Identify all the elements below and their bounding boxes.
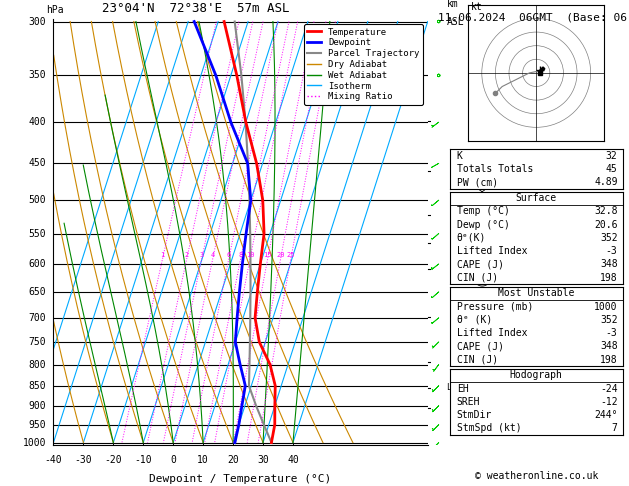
Text: 6: 6 (437, 209, 443, 220)
Text: Most Unstable: Most Unstable (498, 288, 574, 298)
Text: Lifted Index: Lifted Index (457, 328, 527, 338)
Text: 20.6: 20.6 (594, 220, 618, 230)
Text: θᵉ (K): θᵉ (K) (457, 315, 492, 325)
Text: PW (cm): PW (cm) (457, 177, 498, 188)
Text: 4: 4 (211, 252, 215, 258)
Text: hPa: hPa (46, 5, 64, 15)
Text: Totals Totals: Totals Totals (457, 164, 533, 174)
Text: 20: 20 (277, 252, 285, 258)
Text: 25: 25 (287, 252, 295, 258)
Text: 750: 750 (28, 337, 46, 347)
Text: 3: 3 (200, 252, 204, 258)
Text: 1: 1 (160, 252, 165, 258)
Text: 40: 40 (287, 455, 299, 465)
Text: 8: 8 (437, 116, 443, 126)
Text: SREH: SREH (457, 397, 480, 407)
Text: © weatheronline.co.uk: © weatheronline.co.uk (474, 471, 598, 481)
Text: 32: 32 (606, 151, 618, 161)
Text: 900: 900 (28, 401, 46, 411)
Text: 1000: 1000 (23, 437, 46, 448)
Text: K: K (457, 151, 462, 161)
Text: 348: 348 (600, 260, 618, 269)
Text: CAPE (J): CAPE (J) (457, 260, 504, 269)
Text: 400: 400 (28, 117, 46, 127)
Text: 550: 550 (28, 228, 46, 239)
Text: 244°: 244° (594, 410, 618, 420)
Text: EH: EH (457, 383, 469, 394)
Text: CIN (J): CIN (J) (457, 355, 498, 364)
Text: Temp (°C): Temp (°C) (457, 207, 509, 216)
Text: 348: 348 (600, 341, 618, 351)
Text: kt: kt (471, 2, 482, 12)
Text: 6: 6 (227, 252, 231, 258)
Text: 4: 4 (437, 263, 443, 274)
Text: 198: 198 (600, 355, 618, 364)
Text: -20: -20 (104, 455, 122, 465)
Text: 600: 600 (28, 259, 46, 269)
Text: 45: 45 (606, 164, 618, 174)
Text: 20: 20 (227, 455, 239, 465)
Text: 1: 1 (437, 403, 443, 414)
Text: ASL: ASL (447, 17, 464, 27)
Legend: Temperature, Dewpoint, Parcel Trajectory, Dry Adiabat, Wet Adiabat, Isotherm, Mi: Temperature, Dewpoint, Parcel Trajectory… (304, 24, 423, 105)
Text: 30: 30 (257, 455, 269, 465)
Text: -3: -3 (606, 328, 618, 338)
Text: 352: 352 (600, 315, 618, 325)
Text: 7: 7 (611, 423, 618, 434)
Text: StmDir: StmDir (457, 410, 492, 420)
Text: -24: -24 (600, 383, 618, 394)
Text: Hodograph: Hodograph (509, 370, 563, 381)
Text: 7: 7 (437, 166, 443, 176)
Text: 0: 0 (170, 455, 176, 465)
Text: -3: -3 (606, 246, 618, 256)
Text: 10: 10 (198, 455, 209, 465)
Text: 5: 5 (437, 238, 443, 248)
Text: StmSpd (kt): StmSpd (kt) (457, 423, 521, 434)
Text: CIN (J): CIN (J) (457, 273, 498, 283)
Text: 32.8: 32.8 (594, 207, 618, 216)
Text: 15: 15 (264, 252, 272, 258)
Text: Mixing Ratio (g/kg): Mixing Ratio (g/kg) (476, 176, 486, 288)
Text: -30: -30 (75, 455, 92, 465)
Text: 3: 3 (437, 312, 443, 322)
Text: 500: 500 (28, 195, 46, 205)
Text: Surface: Surface (516, 193, 557, 203)
Text: Lifted Index: Lifted Index (457, 246, 527, 256)
Text: 23°04'N  72°38'E  57m ASL: 23°04'N 72°38'E 57m ASL (102, 2, 289, 15)
Text: 300: 300 (28, 17, 46, 27)
Text: 11.06.2024  06GMT  (Base: 06): 11.06.2024 06GMT (Base: 06) (438, 12, 629, 22)
Text: 650: 650 (28, 287, 46, 297)
Text: 10: 10 (246, 252, 254, 258)
Text: CAPE (J): CAPE (J) (457, 341, 504, 351)
Text: LCL: LCL (437, 383, 452, 392)
Text: 800: 800 (28, 360, 46, 369)
Text: 700: 700 (28, 313, 46, 323)
Text: Pressure (mb): Pressure (mb) (457, 302, 533, 312)
Text: 4.89: 4.89 (594, 177, 618, 188)
Text: 350: 350 (28, 70, 46, 81)
Text: θᵉ(K): θᵉ(K) (457, 233, 486, 243)
Text: 2: 2 (185, 252, 189, 258)
Text: 950: 950 (28, 419, 46, 430)
Text: 352: 352 (600, 233, 618, 243)
Text: km: km (447, 0, 458, 9)
Text: -12: -12 (600, 397, 618, 407)
Text: Dewp (°C): Dewp (°C) (457, 220, 509, 230)
Text: 1000: 1000 (594, 302, 618, 312)
Text: -40: -40 (45, 455, 62, 465)
Text: 8: 8 (238, 252, 243, 258)
Text: 850: 850 (28, 381, 46, 391)
Text: 2: 2 (437, 357, 443, 367)
Text: Dewpoint / Temperature (°C): Dewpoint / Temperature (°C) (150, 474, 331, 485)
Text: -10: -10 (135, 455, 152, 465)
Text: 198: 198 (600, 273, 618, 283)
Text: 450: 450 (28, 158, 46, 168)
